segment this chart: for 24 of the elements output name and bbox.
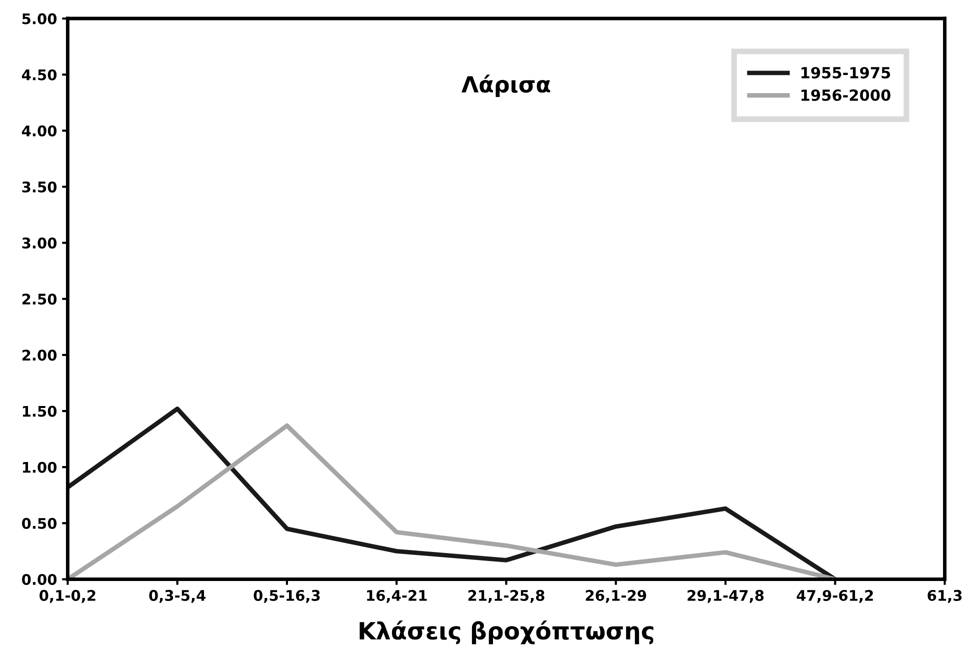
y-tick-label: 2.50	[22, 294, 57, 305]
y-tick-label: 0.50	[22, 518, 57, 529]
y-tick-label: 0.00	[22, 574, 57, 585]
y-tick-label: 3.50	[22, 181, 57, 192]
x-tick-label: 0,1-0,2	[40, 590, 96, 603]
x-tick-label: 26,1-29	[586, 590, 646, 603]
x-tick-label: 21,1-25,8	[468, 590, 544, 603]
x-tick-label: 47,9-61,2	[796, 590, 873, 603]
y-tick-label: 1.00	[22, 462, 57, 473]
x-tick-label: 29,1-47,8	[688, 590, 764, 603]
x-tick-label: 16,4-21	[367, 590, 427, 603]
text: Λάρισα	[462, 74, 550, 98]
y-tick-label: 3.00	[22, 238, 57, 249]
y-tick-label: 5.00	[22, 13, 57, 24]
x-tick-label: 61,3	[928, 590, 962, 603]
y-tick-label: 4.00	[22, 125, 57, 136]
y-tick-label: 4.50	[22, 69, 57, 80]
legend-label: 1956-2000	[801, 89, 890, 101]
y-tick-label: 2.00	[22, 350, 57, 361]
x-tick-label: 0,5-16,3	[254, 590, 320, 603]
x-axis-title: Κλάσεις βροχόπτωσης	[360, 620, 654, 644]
legend-label: 1955-1975	[801, 66, 890, 79]
x-tick-label: 0,3-5,4	[149, 590, 206, 603]
y-tick-label: 1.50	[22, 406, 57, 417]
